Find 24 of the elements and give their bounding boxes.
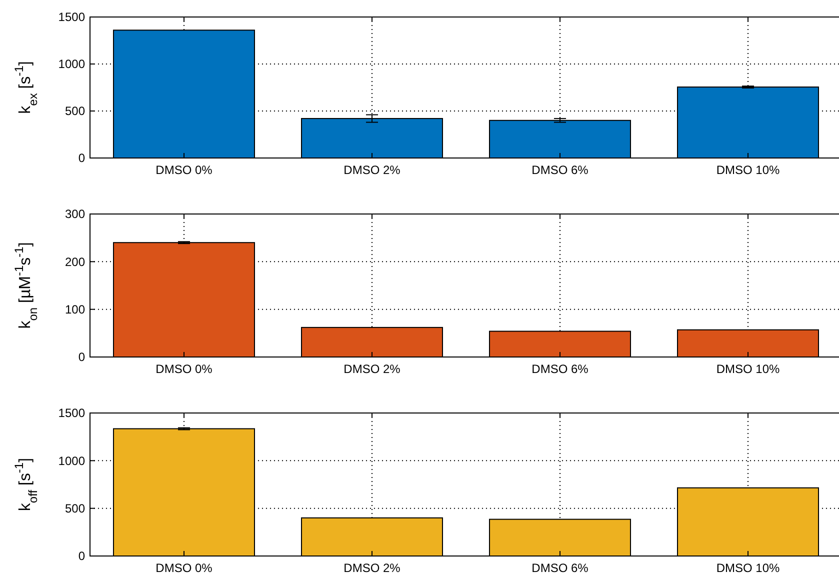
y-tick-label: 0 — [78, 350, 86, 364]
x-tick-label: DMSO 0% — [156, 362, 213, 376]
y-tick-label: 500 — [64, 104, 86, 118]
x-tick-label: DMSO 6% — [532, 163, 589, 177]
y-tick-label: 0 — [78, 151, 86, 166]
y-tick-label: 300 — [64, 207, 86, 222]
y-tick-label: 1000 — [58, 454, 86, 468]
x-tick-label: DMSO 10% — [716, 163, 780, 177]
x-tick-label: DMSO 6% — [532, 362, 589, 376]
y-tick-label: 0 — [78, 549, 86, 564]
y-tick-label: 1000 — [58, 57, 86, 72]
y-tick-label: 200 — [64, 254, 86, 269]
x-tick-label: DMSO 2% — [344, 163, 401, 177]
y-tick-label: 1500 — [58, 406, 86, 420]
x-tick-label: DMSO 2% — [344, 362, 401, 376]
y-tick-label: 500 — [64, 502, 86, 516]
y-tick-label: 100 — [64, 302, 86, 317]
x-tick-label: DMSO 0% — [156, 561, 213, 575]
y-tick-label: 1500 — [58, 10, 86, 24]
x-tick-label: DMSO 2% — [344, 561, 401, 575]
x-tick-label: DMSO 0% — [156, 163, 213, 177]
x-tick-label: DMSO 10% — [716, 362, 780, 376]
x-tick-label: DMSO 10% — [716, 561, 780, 575]
x-tick-label: DMSO 6% — [532, 561, 589, 575]
